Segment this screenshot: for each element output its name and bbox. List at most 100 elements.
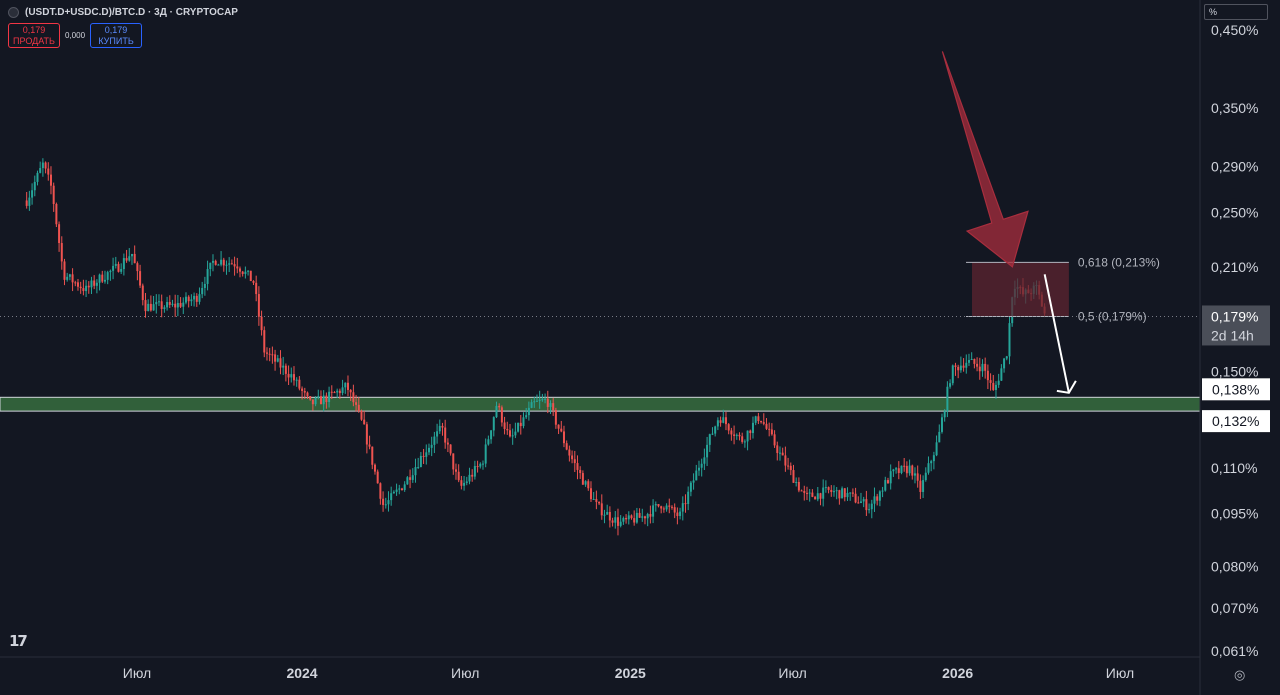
candle-body: [595, 498, 598, 502]
scale-unit-selector[interactable]: %: [1204, 4, 1268, 20]
candle-body: [49, 174, 52, 186]
candle-body: [152, 304, 155, 311]
candle-body: [446, 442, 449, 445]
y-tick-7: 0,095%: [1211, 505, 1258, 521]
candle-body: [58, 224, 61, 244]
candle-body: [392, 491, 395, 494]
candle-body: [857, 502, 860, 504]
candle-body: [868, 509, 871, 511]
candle-body: [657, 504, 660, 507]
candle-body: [652, 505, 655, 517]
candle-body: [211, 260, 214, 263]
candle-body: [120, 269, 123, 272]
candle-body: [174, 303, 177, 308]
candle-body: [611, 520, 614, 523]
trade-panel: 0,179 ПРОДАТЬ 0,000 0,179 КУПИТЬ: [8, 23, 143, 48]
candle-body: [622, 517, 625, 522]
candle-body: [222, 259, 225, 266]
candle-body: [522, 417, 525, 427]
candle-body: [976, 363, 979, 367]
candle-body: [535, 400, 538, 402]
candle-body: [584, 481, 587, 485]
candle-body: [271, 354, 274, 356]
candle-body: [52, 185, 55, 204]
candle-body: [986, 370, 989, 381]
candle-body: [957, 366, 960, 371]
candle-body: [203, 283, 206, 288]
tradingview-logo-icon[interactable]: 𝟭𝟳: [9, 633, 28, 650]
candle-body: [228, 263, 231, 265]
buy-price: 0,179: [104, 25, 128, 35]
candle-body: [473, 466, 476, 477]
candle-body: [265, 352, 268, 354]
candle-body: [498, 405, 501, 408]
candle-body: [90, 280, 93, 288]
candle-body: [816, 493, 819, 500]
candle-body: [495, 405, 498, 418]
y-tick-8: 0,080%: [1211, 559, 1258, 575]
candle-body: [171, 303, 174, 305]
candle-body: [130, 253, 133, 257]
candle-body: [819, 493, 822, 499]
candle-body: [63, 261, 66, 280]
candle-body: [927, 463, 930, 473]
candle-body: [238, 268, 241, 272]
candle-body: [363, 419, 366, 425]
candle-body: [44, 162, 47, 169]
candle-body: [903, 465, 906, 467]
candle-body: [851, 492, 854, 494]
candle-body: [198, 294, 201, 302]
candle-body: [581, 473, 584, 485]
candle-body: [984, 363, 987, 371]
fib-zone: [972, 262, 1069, 317]
candle-body: [344, 382, 347, 388]
candle-body: [719, 420, 722, 423]
candle-body: [79, 286, 82, 289]
candle-body: [155, 302, 158, 305]
candle-body: [700, 463, 703, 468]
candle-body: [414, 467, 417, 476]
candle-body: [157, 301, 160, 303]
candle-body: [68, 274, 71, 277]
candle-body: [328, 391, 331, 402]
settings-icon[interactable]: ◎: [1234, 667, 1246, 682]
candle-body: [371, 446, 374, 465]
candle-body: [557, 424, 560, 429]
candle-body: [452, 453, 455, 470]
candle-body: [943, 411, 946, 418]
candle-body: [303, 391, 306, 393]
candle-body: [970, 358, 973, 361]
candle-body: [587, 481, 590, 489]
candle-body: [827, 487, 830, 490]
candle-body: [490, 430, 493, 440]
candle-body: [606, 511, 609, 515]
candle-body: [981, 363, 984, 372]
candle-body: [255, 282, 258, 295]
candle-body: [309, 396, 312, 400]
candle-body: [738, 434, 741, 437]
projection-arrow-line: [1043, 274, 1070, 394]
candle-body: [768, 428, 771, 430]
candle-body: [365, 424, 368, 445]
candle-body: [41, 162, 44, 169]
candle-body: [306, 392, 309, 397]
candle-body: [911, 465, 914, 476]
candle-body: [924, 472, 927, 481]
candle-body: [978, 366, 981, 372]
candle-body: [527, 407, 530, 416]
candle-body: [873, 496, 876, 504]
candle-body: [28, 197, 31, 206]
projection-arrow-head: [1056, 380, 1077, 394]
candle-body: [654, 504, 657, 506]
candle-body: [463, 482, 466, 486]
buy-button[interactable]: 0,179 КУПИТЬ: [90, 23, 143, 48]
candle-body: [517, 422, 520, 432]
candle-body: [843, 488, 846, 498]
candle-body: [298, 379, 301, 389]
candles-layer: [25, 158, 1046, 536]
candle-body: [989, 380, 992, 383]
candle-body: [560, 428, 563, 432]
candle-body: [430, 444, 433, 448]
sell-button[interactable]: 0,179 ПРОДАТЬ: [8, 23, 60, 48]
